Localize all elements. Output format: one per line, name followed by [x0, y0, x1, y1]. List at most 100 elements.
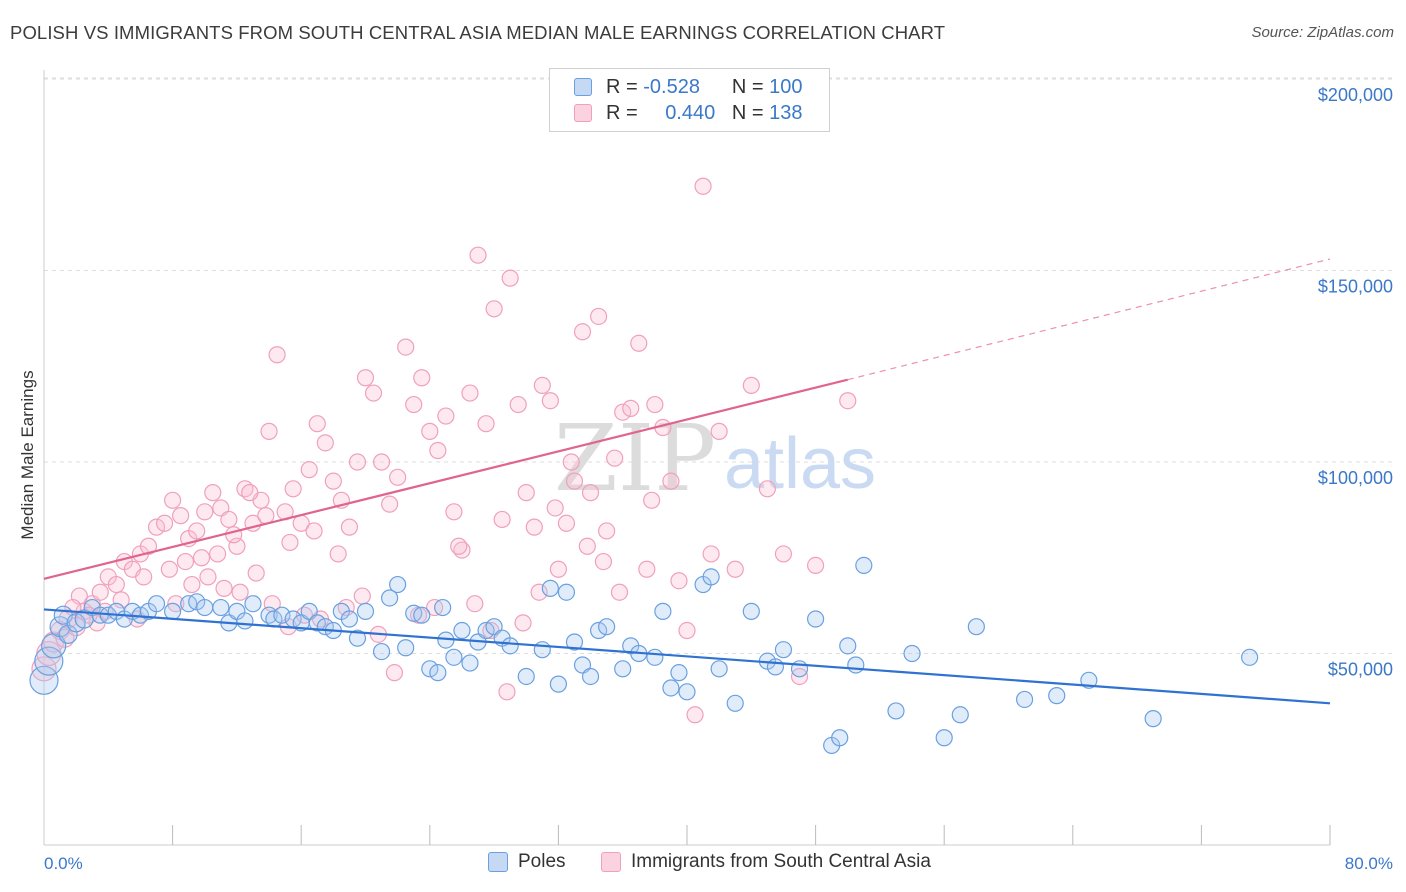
data-point — [413, 606, 431, 624]
data-point — [196, 598, 214, 617]
data-point — [329, 545, 347, 563]
y-tick-labels: $50,000 $100,000 $150,000 $200,000 — [1318, 85, 1393, 680]
data-point — [155, 514, 174, 532]
watermark-zip: ZIP — [554, 405, 716, 512]
chart-title: POLISH VS IMMIGRANTS FROM SOUTH CENTRAL … — [10, 22, 946, 43]
n-value: 100 — [769, 75, 803, 98]
data-point — [353, 587, 371, 605]
data-point — [557, 583, 576, 601]
data-point — [477, 621, 495, 640]
data-point — [855, 556, 873, 575]
data-point — [549, 675, 568, 693]
axes — [43, 70, 1331, 846]
data-point — [702, 545, 720, 563]
data-point — [34, 646, 64, 676]
data-point — [766, 658, 785, 676]
data-point — [614, 660, 632, 678]
data-point — [244, 595, 262, 613]
data-point — [445, 648, 463, 666]
trend-lines — [43, 258, 1331, 705]
data-point — [806, 556, 825, 575]
data-point — [581, 484, 600, 502]
n-value: 138 — [769, 101, 803, 124]
data-point — [646, 395, 664, 414]
data-point — [541, 579, 559, 597]
data-point — [172, 507, 190, 525]
n-label: N = — [731, 101, 764, 124]
data-point — [147, 595, 166, 613]
data-point — [1015, 690, 1034, 709]
data-point — [450, 537, 468, 555]
data-point — [498, 683, 516, 701]
poles-swatch — [488, 852, 508, 872]
data-point — [573, 323, 592, 341]
data-point — [340, 610, 359, 628]
data-point — [29, 665, 59, 695]
source-credit: Source: ZipAtlas.com — [1251, 24, 1394, 41]
data-point — [646, 648, 664, 666]
data-point — [139, 537, 158, 555]
data-point — [578, 537, 596, 555]
data-point — [742, 602, 760, 620]
data-point — [541, 392, 559, 410]
data-point — [847, 656, 865, 674]
data-point — [710, 660, 728, 678]
data-point — [610, 583, 629, 601]
data-point — [268, 346, 286, 364]
data-point — [397, 639, 415, 657]
data-point — [397, 338, 415, 356]
data-point — [176, 552, 195, 571]
data-point — [594, 552, 613, 571]
data-point — [434, 598, 452, 617]
series-poles-points — [29, 556, 1259, 755]
data-point — [530, 583, 548, 601]
stats-legend: R = -0.528 N = 100 R = 0.440 N = 138 — [549, 68, 830, 132]
data-point — [231, 583, 249, 601]
data-point — [774, 641, 793, 659]
y-tick-label: $200,000 — [1318, 85, 1393, 105]
data-point — [164, 602, 182, 620]
data-point — [514, 614, 532, 632]
data-point — [324, 472, 342, 490]
data-point — [215, 579, 233, 597]
data-point — [742, 376, 760, 394]
data-point — [654, 602, 672, 620]
data-point — [662, 472, 680, 490]
data-point — [598, 618, 616, 636]
data-point — [598, 522, 616, 540]
data-point — [967, 618, 985, 636]
data-point — [622, 399, 640, 417]
data-point — [220, 510, 238, 529]
data-point — [281, 533, 299, 552]
data-point — [236, 612, 254, 630]
data-point — [356, 602, 375, 620]
data-point — [461, 654, 479, 672]
trend-line-south-central-asia — [43, 378, 849, 580]
data-point — [348, 453, 367, 471]
data-point — [372, 642, 391, 661]
data-point — [247, 564, 265, 582]
data-point — [196, 503, 214, 521]
data-point — [643, 491, 661, 509]
data-point — [1144, 710, 1162, 728]
data-point — [726, 560, 744, 578]
data-point — [300, 461, 318, 479]
data-point — [758, 480, 776, 498]
data-point — [509, 395, 527, 414]
data-point — [199, 568, 217, 586]
data-point — [557, 514, 576, 532]
trend-line-poles — [43, 608, 1331, 705]
data-point — [887, 702, 905, 720]
x-tick-label-max: 80.0% — [1345, 854, 1393, 873]
data-point — [348, 629, 367, 647]
r-value: -0.528 — [643, 75, 700, 98]
data-point — [91, 583, 109, 601]
data-point — [389, 575, 407, 594]
data-point — [562, 453, 580, 471]
data-point — [565, 633, 584, 651]
series-south-central-asia-points — [31, 177, 857, 724]
legend-item-south-central-asia: Immigrants from South Central Asia — [601, 851, 931, 873]
r-value: 0.440 — [665, 101, 716, 124]
data-point — [589, 307, 608, 326]
stats-row-poles: R = -0.528 N = 100 — [574, 74, 803, 100]
